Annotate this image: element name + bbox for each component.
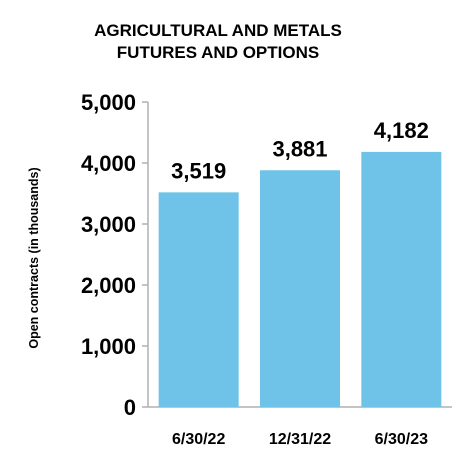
bars: 3,519 6/30/22 3,881 12/31/22 4,182 6/30/23 (158, 118, 442, 448)
y-tick-label: 4,000 (81, 151, 136, 176)
y-axis-label: Open contracts (in thousands) (27, 167, 41, 348)
chart-title-line-1: AGRICULTURAL AND METALS (94, 21, 342, 40)
y-tick-label: 5,000 (81, 90, 136, 115)
y-tick-label: 2,000 (81, 273, 136, 298)
chart-title-line-2: FUTURES AND OPTIONS (117, 43, 319, 62)
x-tick-label: 6/30/23 (375, 431, 428, 448)
bar (260, 170, 340, 407)
bar-value-label: 4,182 (374, 118, 429, 143)
axes: 0 1,000 2,000 3,000 4,000 5,000 (81, 90, 452, 420)
y-tick-label: 3,000 (81, 212, 136, 237)
bar-value-label: 3,881 (272, 136, 327, 161)
y-tick-label: 1,000 (81, 334, 136, 359)
x-tick-label: 12/31/22 (269, 431, 331, 448)
bar-value-label: 3,519 (171, 158, 226, 183)
x-tick-label: 6/30/22 (172, 431, 225, 448)
bar (361, 151, 442, 407)
bar (158, 192, 239, 407)
y-tick-label: 0 (124, 395, 136, 420)
